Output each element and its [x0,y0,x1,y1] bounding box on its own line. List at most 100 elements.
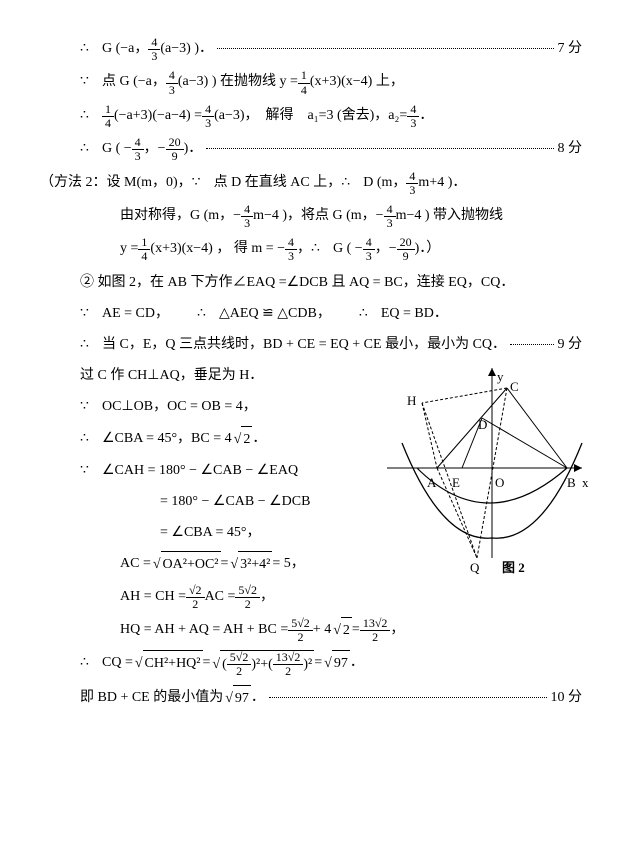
therefore-sym: ∴ [359,301,381,326]
because-sym: ∵ [192,170,214,195]
fraction: 14 [298,69,310,96]
text: ∠CAH = 180° − ∠CAB − ∠EAQ [102,458,298,483]
therefore-sym: ∴ [341,170,363,195]
point-label-O: O [495,471,504,494]
dot-leader [510,332,553,345]
text: 点 G (−a， [102,69,166,94]
point-label-D: D [478,413,487,436]
axis-label-x: x [582,471,589,494]
text: D (m， [363,170,406,195]
score-label: 9 分 [558,332,583,357]
point-label-A: A [427,471,436,494]
text: G ( − [102,136,132,161]
dot-leader [206,136,553,149]
therefore-sym: ∴ [197,301,219,326]
sqrt: 2 [331,617,352,643]
therefore-sym: ∴ [80,136,102,161]
text: m+4 )． [418,170,466,195]
text: ， [260,584,274,609]
method2-line: （方法 2：设 M(m，0)， ∵ 点 D 在直线 AC 上， ∴ D (m， … [40,170,582,197]
fraction: √22 [186,584,205,611]
step-line: ∴ G (−a， 43 (a−3) )． 7 分 [40,36,582,63]
fraction: 5√22 [235,584,260,611]
sqrt: 97 [322,650,350,676]
step-line: ∴ G ( − 43 ，− 209 )． 8 分 [40,136,582,163]
fraction: 43 [407,103,419,130]
fraction: 14 [102,103,114,130]
step-line: ∴ CQ = CH²+HQ² = (5√22)²+(13√22)² = 97 ． [40,650,582,678]
fraction: 13√22 [360,617,391,644]
text: ． [251,685,265,710]
text: AC = [120,551,151,576]
text: m−4 )，将点 G (m，− [253,203,384,228]
fraction: 209 [166,136,184,163]
text: ，− [144,136,166,161]
text: CQ = [102,650,133,675]
figure-caption: 图 2 [502,556,525,579]
step-line: 由对称得，G (m，− 43 m−4 )，将点 G (m，− 43 m−4 ) … [40,203,582,230]
fraction: 43 [241,203,253,230]
fraction: 43 [363,236,375,263]
text: ， [297,236,311,261]
axis-label-y: y [497,365,504,388]
text: (−a+3)(−a−4) = [114,103,202,128]
fraction: 43 [166,69,178,96]
therefore-sym: ∴ [311,236,333,261]
text: ． [419,103,433,128]
text: HQ = AH + AQ = AH + BC = [120,617,288,642]
because-sym: ∵ [80,69,102,94]
fraction: 5√22 [288,617,313,644]
text: ，− [375,236,397,261]
text: AE = CD， [102,301,169,326]
step-line: y = 14 (x+3)(x−4) ， 得 m = − 43 ， ∴ G ( −… [40,236,582,263]
fraction: 14 [138,236,150,263]
text: (x+3)(x−4) ， 得 m = − [150,236,285,261]
text: y = [120,236,138,261]
score-label: 8 分 [558,136,583,161]
text: G ( − [333,236,363,261]
text: ② 如图 2，在 AB 下方作∠EAQ =∠DCB 且 AQ = BC，连接 E… [80,270,514,295]
text: G (−a， [102,36,148,61]
text: EQ = BD． [381,301,448,326]
text: AH = CH = [120,584,186,609]
text: 即 BD + CE 的最小值为 [80,685,223,710]
therefore-sym: ∴ [80,36,102,61]
because-sym: ∵ [80,458,102,483]
text: 由对称得，G (m，− [120,203,241,228]
text: 当 C，E，Q 三点共线时，BD + CE = EQ + CE 最小，最小为 C… [102,332,506,357]
sqrt: 2 [232,426,253,452]
text: )．） [415,236,441,261]
fraction: 43 [384,203,396,230]
text: = [203,650,211,675]
sqrt: (5√22)²+(13√22)² [210,650,314,678]
text: △AEQ ≌ △CDB， [219,301,331,326]
text: （方法 2：设 M(m，0)， [40,170,192,195]
text: AC = [205,584,236,609]
score-label: 7 分 [558,36,583,61]
fraction: 43 [406,170,418,197]
point-label-H: H [407,389,416,412]
text: OC⊥OB，OC = OB = 4， [102,394,257,419]
point-label-C: C [510,375,519,398]
text: ． [252,426,266,451]
sqrt: OA²+OC² [151,551,221,577]
dot-leader [269,685,547,698]
step-line: ∵ AE = CD， ∴ △AEQ ≌ △CDB， ∴ EQ = BD． [40,301,582,326]
step-line: AH = CH = √22 AC = 5√22 ， [40,584,582,611]
therefore-sym: ∴ [80,332,102,357]
fraction: 43 [202,103,214,130]
because-sym: ∵ [80,394,102,419]
sqrt: 97 [223,685,251,711]
step-line: ∴ 14 (−a+3)(−a−4) = 43 (a−3)， 解得 a₁=3 (舍… [40,103,582,130]
step-line: ∵ 点 G (−a， 43 (a−3) ) 在抛物线 y = 14 (x+3)(… [40,69,582,96]
text: m−4 ) 带入抛物线 [396,203,503,228]
point-label-B: B [567,471,576,494]
step-line: ② 如图 2，在 AB 下方作∠EAQ =∠DCB 且 AQ = BC，连接 E… [40,270,582,295]
text: )． [184,136,203,161]
point-label-E: E [452,471,460,494]
fraction: 209 [397,236,415,263]
text: = [221,551,229,576]
fraction: 43 [132,136,144,163]
text: (a−3) )． [160,36,213,61]
text: = [352,617,360,642]
